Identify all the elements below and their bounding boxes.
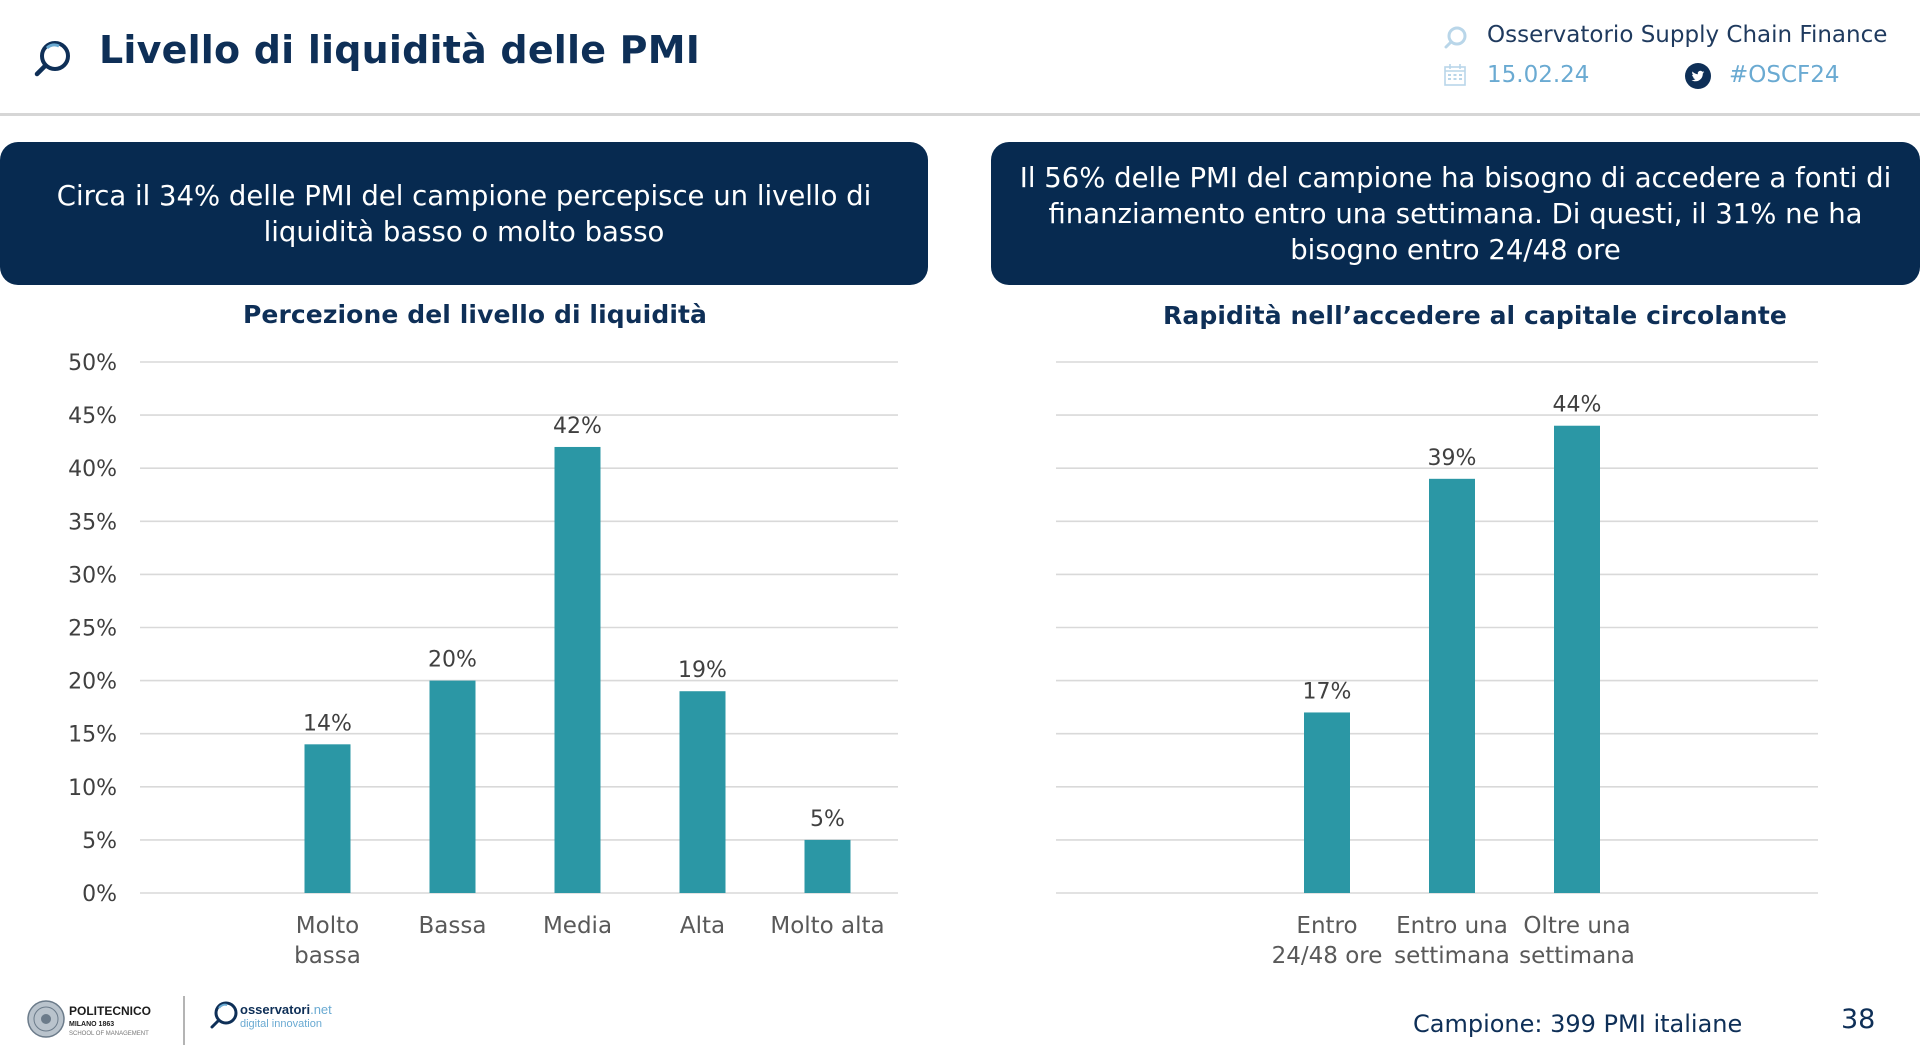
data-label: 20%: [428, 648, 477, 673]
y-tick-label: 15%: [68, 723, 117, 748]
magnifier-logo-icon: [34, 41, 70, 77]
callout-left-text: Circa il 34% delle PMI del campione perc…: [56, 179, 872, 248]
page-title: Livello di liquidità delle PMI: [99, 28, 701, 72]
bar-liquidity-1: [429, 680, 476, 893]
category-label: Entro una: [1396, 913, 1508, 939]
category-label: Entro: [1296, 913, 1357, 939]
university-name: POLITECNICO: [69, 1004, 151, 1018]
y-tick-label: 10%: [68, 776, 117, 801]
politecnico-seal-icon: [27, 1000, 65, 1038]
y-tick-label: 45%: [68, 404, 117, 429]
school-name: SCHOOL OF MANAGEMENT: [69, 1031, 149, 1037]
osservatori-brand: osservatori: [240, 1002, 310, 1017]
bar-liquidity-0: [304, 744, 351, 893]
y-tick-label: 40%: [68, 457, 117, 482]
y-tick-label: 35%: [68, 510, 117, 535]
category-label: Alta: [680, 913, 725, 939]
bar-liquidity-4: [804, 839, 851, 893]
date-label: 15.02.24: [1487, 62, 1590, 88]
category-label: settimana: [1394, 943, 1510, 969]
y-tick-label: 25%: [68, 617, 117, 642]
category-label: Media: [543, 913, 612, 939]
header-divider: [0, 113, 1920, 116]
observatory-icon: [1444, 26, 1467, 49]
observatory-name: Osservatorio Supply Chain Finance: [1487, 22, 1888, 48]
hashtag-label: #OSCF24: [1729, 62, 1840, 88]
charts-canvas: 0% 5% 10% 15% 20% 25% 30% 35% 40% 45% 50% 14% Molto b…: [68, 351, 1818, 969]
osservatori-net: .net: [310, 1002, 332, 1017]
chart-title-working-capital: Rapidità nell’accedere al capitale circo…: [1163, 301, 1787, 330]
twitter-icon: [1685, 63, 1711, 89]
y-tick-label: 0%: [82, 882, 117, 907]
bar-working-capital-2: [1554, 425, 1600, 893]
data-label: 39%: [1428, 446, 1477, 471]
bar-liquidity-2: [554, 446, 601, 893]
svg-text:osservatori.net: osservatori.net: [240, 1002, 332, 1017]
bar-working-capital-0: [1304, 712, 1350, 893]
calendar-icon: [1444, 64, 1466, 86]
university-sub: MILANO 1863: [69, 1021, 114, 1028]
y-tick-label: 5%: [82, 829, 117, 854]
y-tick-label: 50%: [68, 351, 117, 376]
callout-right-text: Il 56% delle PMI del campione ha bisogno…: [1019, 161, 1892, 266]
category-label: Molto alta: [770, 913, 884, 939]
data-label: 42%: [553, 414, 602, 439]
data-label: 5%: [810, 807, 845, 832]
osservatori-sub: digital innovation: [240, 1018, 322, 1030]
category-label: Molto: [296, 913, 359, 939]
y-tick-label: 30%: [68, 563, 117, 588]
osservatori-logo-icon: [210, 1001, 238, 1029]
bar-working-capital-1: [1429, 478, 1475, 893]
data-label: 44%: [1553, 393, 1602, 418]
callout-right: Il 56% delle PMI del campione ha bisogno…: [991, 142, 1920, 285]
category-label: settimana: [1519, 943, 1635, 969]
chart-title-liquidity: Percezione del livello di liquidità: [242, 300, 708, 329]
slide-header: Livello di liquidità delle PMI Osservato…: [0, 0, 1920, 115]
data-label: 19%: [678, 658, 727, 683]
sample-note: Campione: 399 PMI italiane: [1413, 1010, 1743, 1038]
callout-left: Circa il 34% delle PMI del campione perc…: [0, 142, 928, 285]
data-label: 17%: [1303, 679, 1352, 704]
data-label: 14%: [303, 711, 352, 736]
category-label: Bassa: [419, 913, 487, 939]
page-number: 38: [1841, 1004, 1876, 1035]
category-label: Oltre una: [1523, 913, 1630, 939]
category-label: bassa: [294, 943, 361, 969]
category-label: 24/48 ore: [1272, 943, 1383, 969]
footer-logos: POLITECNICO MILANO 1863 SCHOOL OF MANAGE…: [27, 996, 332, 1045]
y-tick-label: 20%: [68, 670, 117, 695]
bar-liquidity-3: [679, 691, 726, 893]
